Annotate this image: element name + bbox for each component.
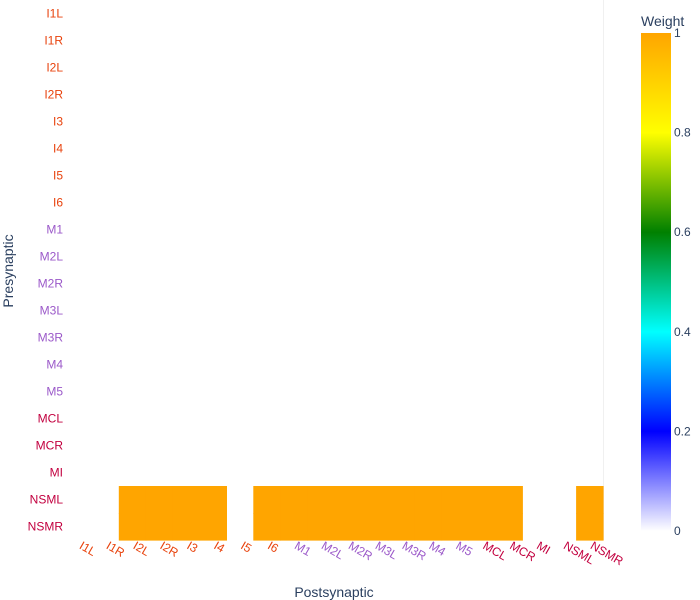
heatmap-cell — [576, 513, 604, 541]
x-tick-label: I2R — [158, 538, 181, 560]
y-tick-label: M5 — [46, 385, 63, 399]
y-tick-label: M4 — [46, 358, 63, 372]
heatmap-cell — [199, 513, 227, 541]
x-axis-title: Postsynaptic — [294, 584, 373, 600]
heatmap-cell — [253, 486, 281, 514]
heatmap-cell — [145, 513, 174, 541]
colorbar-tick-label: 0.2 — [674, 424, 691, 438]
heatmap-cell — [441, 486, 470, 514]
colorbar-ticks: 0 0.2 0.4 0.6 0.8 1 — [674, 26, 691, 538]
y-tick-label: I2R — [44, 88, 63, 102]
heatmap-cell — [172, 513, 201, 541]
x-tick-label: M1 — [292, 538, 314, 559]
colorbar-tick-label: 0.6 — [674, 225, 691, 239]
y-tick-label: I1L — [46, 7, 63, 21]
heatmap-cell — [387, 486, 416, 514]
y-tick-label: I4 — [53, 142, 63, 156]
y-tick-label: MI — [50, 466, 63, 480]
heatmap-cell — [360, 486, 389, 514]
x-tick-label: M2L — [319, 538, 346, 562]
x-tick-label: I6 — [265, 538, 281, 555]
heatmap-cell — [307, 513, 335, 541]
y-tick-label: I2L — [46, 61, 63, 75]
colorbar-gradient — [641, 33, 671, 531]
y-tick-label: MCL — [38, 412, 64, 426]
colorbar-tick-label: 0.8 — [674, 126, 691, 140]
heatmap-cell — [253, 513, 281, 541]
heatmap-cell — [360, 513, 389, 541]
y-tick-label: M3R — [38, 331, 64, 345]
x-tick-label: NSMR — [588, 538, 626, 568]
y-tick-label: I6 — [53, 196, 63, 210]
y-tick-label: NSMR — [28, 520, 64, 534]
x-tick-label: MI — [534, 538, 553, 557]
x-tick-label: I5 — [238, 538, 254, 555]
x-tick-label: M5 — [454, 538, 476, 559]
colorbar: Weight 0 0.2 0.4 0.6 0.8 1 — [641, 13, 691, 538]
x-tick-label: MCL — [480, 538, 509, 563]
x-tick-label: I1R — [104, 538, 127, 560]
heatmap-cell — [414, 486, 443, 514]
colorbar-tick-label: 0.4 — [674, 325, 691, 339]
heatmap-cell — [307, 486, 335, 514]
heatmap-cell — [468, 513, 496, 541]
colorbar-tick-label: 0 — [674, 524, 681, 538]
x-tick-label: M4 — [427, 538, 449, 559]
x-tick-label: MCR — [507, 538, 538, 564]
heatmap-cell — [172, 486, 201, 514]
y-tick-label: I5 — [53, 169, 63, 183]
heatmap-cell — [199, 486, 227, 514]
heatmap-cell — [441, 513, 470, 541]
y-tick-label: NSML — [30, 493, 64, 507]
heatmap-cell — [334, 513, 362, 541]
y-tick-label: MCR — [36, 439, 64, 453]
heatmap-cell — [280, 513, 308, 541]
x-tick-label: I3 — [185, 538, 201, 555]
heatmap-cell — [387, 513, 416, 541]
plot-area — [65, 0, 603, 540]
heatmap-cell — [576, 486, 604, 514]
heatmap-cell — [145, 486, 174, 514]
heatmap-cells — [118, 486, 604, 541]
y-tick-label: M3L — [40, 304, 64, 318]
heatmap-cell — [414, 513, 443, 541]
colorbar-tick-label: 1 — [674, 26, 681, 40]
y-tick-label: I1R — [44, 34, 63, 48]
x-tick-label: I2L — [131, 538, 153, 559]
heatmap-cell — [118, 486, 147, 514]
heatmap-cell — [468, 486, 496, 514]
y-axis-title: Presynaptic — [0, 234, 16, 307]
heatmap-cell — [495, 513, 523, 541]
y-tick-labels: I1L I1R I2L I2R I3 I4 I5 I6 M1 M2L M2R M3L M3R M4 M5 MC… — [28, 7, 64, 534]
x-tick-label: I1L — [77, 538, 99, 559]
heatmap-cell — [334, 486, 362, 514]
y-tick-label: I3 — [53, 115, 63, 129]
heatmap-cell — [495, 486, 523, 514]
x-tick-label: M2R — [346, 538, 375, 563]
x-tick-label: M3R — [400, 538, 429, 563]
y-tick-label: M1 — [46, 223, 63, 237]
y-tick-label: M2R — [38, 277, 64, 291]
heatmap-cell — [118, 513, 147, 541]
x-tick-label: I4 — [211, 538, 227, 555]
colorbar-title: Weight — [641, 13, 684, 29]
x-tick-label: M3L — [373, 538, 400, 562]
y-tick-label: M2L — [40, 250, 64, 264]
heatmap-cell — [280, 486, 308, 514]
